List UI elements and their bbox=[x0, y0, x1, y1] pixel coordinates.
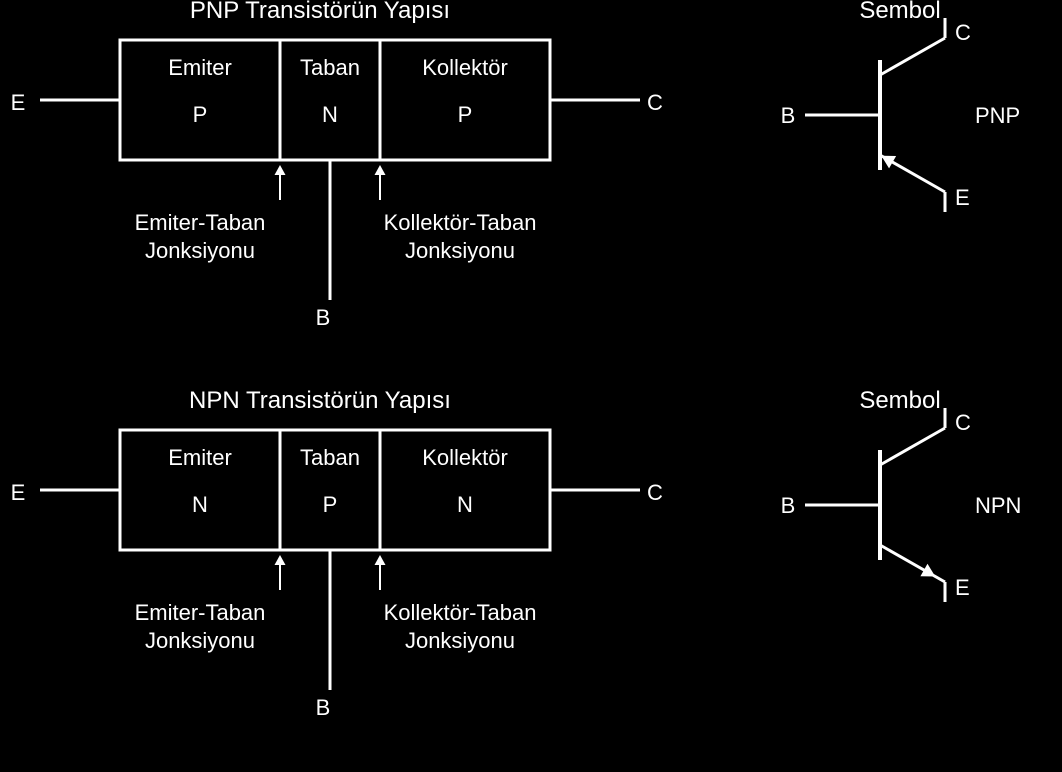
structure-title: NPN Transistörün Yapısı bbox=[189, 387, 451, 414]
symbol-e-label: E bbox=[955, 185, 970, 210]
region-name: Taban bbox=[300, 445, 360, 470]
symbol-type-label: PNP bbox=[975, 103, 1020, 128]
region-type: N bbox=[457, 492, 473, 517]
lead-e-label: E bbox=[11, 480, 26, 505]
junction-label-line1: Emiter-Taban bbox=[135, 600, 266, 625]
region-type: P bbox=[458, 102, 473, 127]
region-name: Emiter bbox=[168, 55, 232, 80]
arrow-head-icon bbox=[275, 165, 286, 175]
junction-label-line2: Jonksiyonu bbox=[405, 628, 515, 653]
symbol-c-label: C bbox=[955, 410, 971, 435]
junction-label-line1: Emiter-Taban bbox=[135, 210, 266, 235]
junction-label-line2: Jonksiyonu bbox=[145, 628, 255, 653]
lead-c-label: C bbox=[647, 90, 663, 115]
arrow-head-icon bbox=[375, 555, 386, 565]
junction-label-line2: Jonksiyonu bbox=[405, 238, 515, 263]
junction-label-line1: Kollektör-Taban bbox=[384, 600, 537, 625]
symbol-e-label: E bbox=[955, 575, 970, 600]
lead-c-label: C bbox=[647, 480, 663, 505]
symbol-title: Sembol bbox=[859, 0, 940, 24]
region-type: P bbox=[323, 492, 338, 517]
arrow-head-icon bbox=[375, 165, 386, 175]
transistor-diagram: PNP Transistörün Yapısı Sembol Emiter P Taba… bbox=[0, 0, 1062, 772]
junction-label-line1: Kollektör-Taban bbox=[384, 210, 537, 235]
region-type: N bbox=[322, 102, 338, 127]
arrow-head-icon bbox=[275, 555, 286, 565]
symbol-b-label: B bbox=[781, 493, 796, 518]
region-name: Kollektör bbox=[422, 55, 508, 80]
region-name: Emiter bbox=[168, 445, 232, 470]
structure-title: PNP Transistörün Yapısı bbox=[190, 0, 450, 24]
lead-b-label: B bbox=[316, 305, 331, 330]
region-type: P bbox=[193, 102, 208, 127]
symbol-lead-c-diag bbox=[880, 38, 945, 75]
junction-label-line2: Jonksiyonu bbox=[145, 238, 255, 263]
symbol-b-label: B bbox=[781, 103, 796, 128]
region-name: Kollektör bbox=[422, 445, 508, 470]
region-name: Taban bbox=[300, 55, 360, 80]
lead-b-label: B bbox=[316, 695, 331, 720]
symbol-title: Sembol bbox=[859, 387, 940, 414]
symbol-c-label: C bbox=[955, 20, 971, 45]
symbol-lead-c-diag bbox=[880, 428, 945, 465]
lead-e-label: E bbox=[11, 90, 26, 115]
symbol-type-label: NPN bbox=[975, 493, 1021, 518]
region-type: N bbox=[192, 492, 208, 517]
